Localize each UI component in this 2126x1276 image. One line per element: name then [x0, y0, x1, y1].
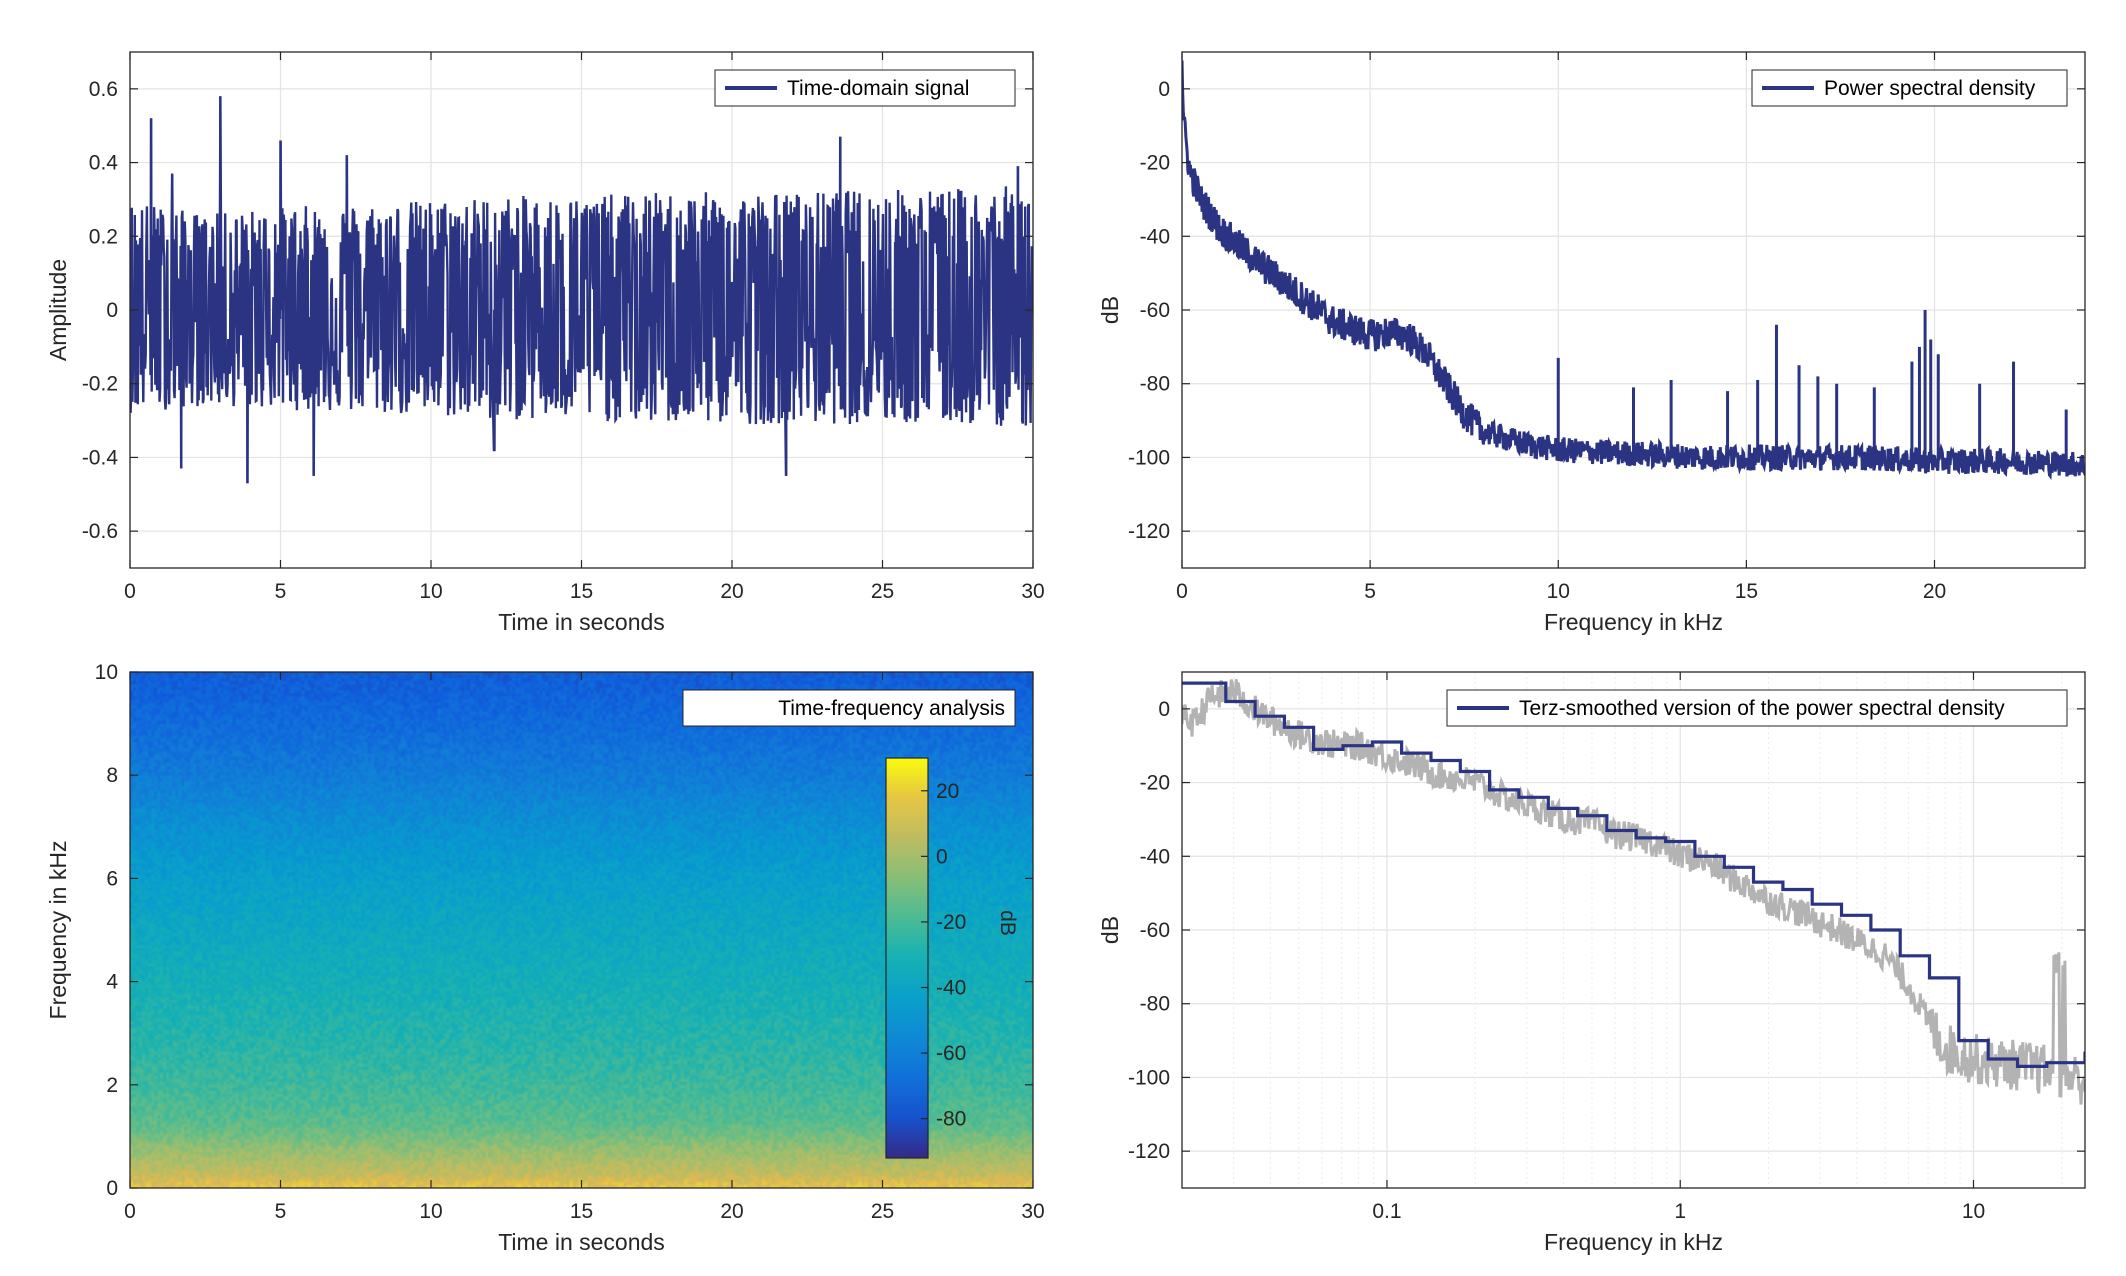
legend-label: Time-domain signal — [787, 77, 969, 100]
terz-smoothed-line — [1182, 681, 2085, 1068]
colorbar-tick-label: -80 — [936, 1108, 966, 1131]
y-tick-label: -60 — [1140, 299, 1170, 322]
signal-legend: Time-domain signal — [714, 69, 1016, 107]
x-tick-label: 5 — [275, 580, 287, 603]
colorbar-tick-label: -40 — [936, 977, 966, 1000]
spectrogram-axis-decor: 0 5 10 15 20 25 30 0 2 4 6 8 10 Time in seconds Freque… — [45, 661, 1045, 1255]
terz-axes — [1182, 672, 2085, 1188]
x-tick-label: 5 — [1364, 580, 1376, 603]
y-tick-label: 2 — [106, 1074, 118, 1097]
x-tick-label: 0 — [124, 580, 136, 603]
y-tick-label: -0.4 — [82, 446, 119, 469]
y-tick-label: 10 — [95, 661, 118, 684]
colorbar-tick-label: 0 — [936, 845, 948, 868]
x-tick-label: 10 — [1547, 580, 1570, 603]
y-tick-label: -60 — [1140, 919, 1170, 942]
colorbar-bar — [885, 757, 929, 1159]
x-tick-label: 15 — [1735, 580, 1758, 603]
x-tick-label: 30 — [1021, 580, 1044, 603]
x-axis-label: Time in seconds — [498, 609, 665, 635]
y-tick-label: -20 — [1140, 772, 1170, 795]
y-axis-label: Amplitude — [45, 259, 71, 361]
y-tick-label: -40 — [1140, 845, 1170, 868]
x-axis-label: Time in seconds — [498, 1229, 665, 1255]
y-tick-label: 0.2 — [89, 225, 118, 248]
x-tick-label: 15 — [570, 580, 593, 603]
x-tick-label: 20 — [1923, 580, 1946, 603]
y-tick-label: 0 — [106, 299, 118, 322]
legend-label: Terz-smoothed version of the power spect… — [1519, 697, 2005, 720]
x-tick-label: 25 — [871, 1200, 894, 1223]
signal-axis-decor: 0 5 10 15 20 25 30 -0.6 -0.4 -0.2 0 0.2 0.4 0.6 Time i… — [45, 51, 1045, 635]
y-tick-label: -20 — [1140, 152, 1170, 175]
y-tick-label: 6 — [106, 867, 118, 890]
x-tick-label: 25 — [871, 580, 894, 603]
y-tick-label: 4 — [106, 971, 118, 994]
x-tick-label: 15 — [570, 1200, 593, 1223]
legend-box — [682, 689, 1016, 727]
y-tick-label: -40 — [1140, 225, 1170, 248]
y-tick-label: -0.2 — [82, 373, 118, 396]
y-tick-label: -80 — [1140, 373, 1170, 396]
x-tick-label: 0.1 — [1372, 1200, 1401, 1223]
legend-box — [1446, 689, 2068, 727]
y-tick-label: 0 — [106, 1177, 118, 1200]
spectrogram-canvas — [130, 672, 1033, 1188]
y-tick-label: -100 — [1128, 1066, 1170, 1089]
psd-axis-decor: 0 5 10 15 20 -120 -100 -80 -60 -40 -20 0 Frequency i… — [1097, 51, 2086, 635]
spectrogram-image — [130, 672, 1033, 1188]
x-tick-label: 30 — [1021, 1200, 1044, 1223]
legend-label: Time-frequency analysis — [778, 697, 1005, 720]
x-tick-label: 0 — [124, 1200, 136, 1223]
y-tick-label: -120 — [1128, 520, 1170, 543]
x-tick-label: 1 — [1674, 1200, 1686, 1223]
y-axis-label: Frequency in kHz — [45, 841, 71, 1020]
colorbar-tick-label: 20 — [936, 780, 959, 803]
colorbar-label: dB — [996, 910, 1019, 936]
y-tick-label: -80 — [1140, 993, 1170, 1016]
psd-legend: Power spectral density — [1751, 69, 2068, 107]
colorbar: -80 -60 -40 -20 0 20 dB — [885, 757, 1019, 1159]
x-tick-label: 5 — [275, 1200, 287, 1223]
y-tick-label: -100 — [1128, 446, 1170, 469]
x-tick-label: 0 — [1176, 580, 1188, 603]
y-tick-label: -120 — [1128, 1140, 1170, 1163]
y-tick-label: -0.6 — [82, 520, 118, 543]
x-axis-label: Frequency in kHz — [1544, 609, 1723, 635]
x-tick-label: 10 — [419, 1200, 442, 1223]
legend-label: Power spectral density — [1824, 77, 2036, 100]
y-tick-label: 0 — [1158, 698, 1170, 721]
x-tick-label: 10 — [419, 580, 442, 603]
raw-psd-line — [1182, 679, 2085, 1105]
x-axis-label: Frequency in kHz — [1544, 1229, 1723, 1255]
x-tick-label: 20 — [720, 580, 743, 603]
y-tick-label: 0 — [1158, 78, 1170, 101]
x-tick-label: 20 — [720, 1200, 743, 1223]
y-tick-label: 0.4 — [89, 152, 119, 175]
terz-legend: Terz-smoothed version of the power spect… — [1446, 689, 2068, 727]
terz-axis-decor: 0.1 1 10 -120 -100 -80 -60 -40 -20 0 Frequency in … — [1097, 671, 2086, 1255]
colorbar-tick-label: -20 — [936, 911, 966, 934]
colorbar-tick-label: -60 — [936, 1042, 966, 1065]
y-axis-label: dB — [1097, 916, 1123, 944]
x-tick-label: 10 — [1962, 1200, 1985, 1223]
y-tick-label: 0.6 — [89, 78, 118, 101]
y-tick-label: 8 — [106, 764, 118, 787]
spectrogram-legend: Time-frequency analysis — [682, 689, 1016, 727]
y-axis-label: dB — [1097, 296, 1123, 324]
